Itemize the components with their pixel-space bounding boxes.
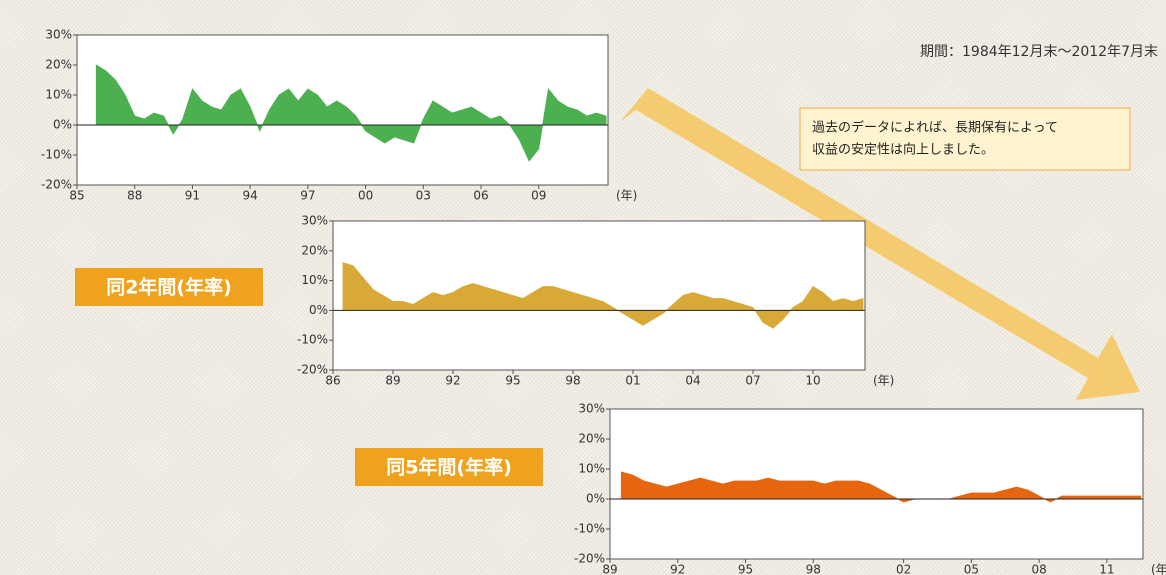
y-tick-label: 10% [301,273,328,287]
x-tick-label: 89 [385,374,400,388]
x-tick-label: 02 [896,563,911,575]
charts: 30%20%10%0%-10%-20%85 88 91 94 97 00 03 06 09 (年)… [41,28,1166,575]
title-box [75,268,263,306]
period: 期間：1984年12月末～2012年7月末 [920,44,1158,60]
x-tick-label: 04 [685,374,700,388]
y-tick-label: -10% [41,148,72,162]
x-tick-label: 00 [358,189,373,203]
title-box [355,448,543,486]
y-tick-label: -20% [297,363,328,377]
area [620,471,1142,503]
y-tick-label: -10% [574,522,605,536]
x-tick-label: 95 [738,563,753,575]
y-tick-label: 0% [586,492,605,506]
x-tick-label: 86 [325,374,340,388]
x-tick-label: 98 [565,374,580,388]
note-line: 過去のデータによれば、長期保有によって [812,120,1058,136]
y-tick-label: 10% [45,88,72,102]
x-tick-label: 06 [473,189,488,203]
x-tick-label: 85 [69,189,84,203]
y-tick-label: 0% [53,118,72,132]
arrow [620,88,1140,400]
x-tick-label: 92 [670,563,685,575]
plot-area [332,220,866,371]
x-tick-label: 07 [745,374,760,388]
x-tick-label: 08 [1031,563,1046,575]
x-tick-label: 88 [127,189,142,203]
x-tick-label: 98 [806,563,821,575]
x-tick-label: 05 [964,563,979,575]
y-tick-label: -20% [41,178,72,192]
note-box [799,107,1131,171]
y-tick-label: -20% [574,552,605,566]
area [342,262,864,329]
note-line: 収益の安定性は向上しました。 [812,142,994,158]
x-tick-label: 03 [416,189,431,203]
x-tick-label: 97 [300,189,315,203]
y-tick-label: 20% [578,432,605,446]
x-axis-label: (年) [1151,563,1166,575]
x-tick-label: 89 [602,563,617,575]
x-tick-label: 10 [805,374,820,388]
x-tick-label: 91 [185,189,200,203]
y-tick-label: 30% [301,214,328,228]
x-tick-label: 01 [625,374,640,388]
y-tick-label: 20% [45,58,72,72]
chart-title: 同2年間(年率) [106,276,232,299]
x-tick-label: 11 [1099,563,1114,575]
x-axis-label: (年) [873,374,894,388]
y-tick-label: -10% [297,333,328,347]
y-tick-label: 30% [578,402,605,416]
x-axis-label: (年) [616,189,637,203]
area [95,64,607,162]
y-tick-label: 0% [309,303,328,317]
y-tick-label: 10% [578,462,605,476]
y-tick-label: 20% [301,243,328,257]
chart-title: 同5年間(年率) [386,456,512,479]
x-tick-label: 95 [505,374,520,388]
x-tick-label: 92 [445,374,460,388]
y-tick-label: 30% [45,28,72,42]
x-tick-label: 09 [531,189,546,203]
x-tick-label: 94 [243,189,258,203]
